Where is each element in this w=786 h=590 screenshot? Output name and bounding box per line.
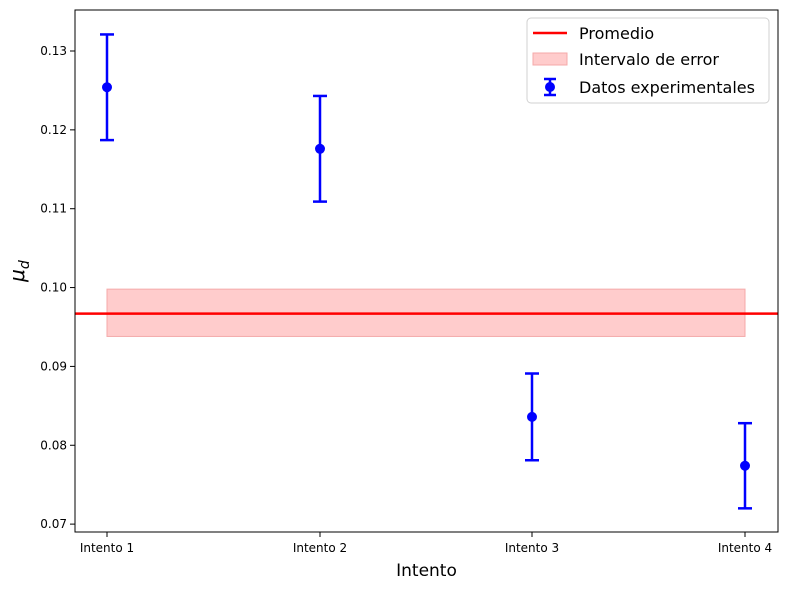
y-tick-label: 0.12	[40, 123, 67, 137]
y-axis-symbol: μ	[5, 269, 29, 283]
y-tick-label: 0.11	[40, 202, 67, 216]
legend-band-swatch	[532, 52, 568, 66]
y-axis-subscript: d	[17, 260, 33, 269]
x-tick-label: Intento 3	[505, 541, 559, 555]
x-tick-label: Intento 1	[80, 541, 134, 555]
legend-label-average: Promedio	[579, 24, 654, 43]
data-point	[740, 460, 750, 471]
y-tick-label: 0.09	[40, 359, 67, 373]
x-tick-label: Intento 4	[718, 541, 772, 555]
data-point-group	[738, 421, 752, 510]
legend-label-data: Datos experimentales	[579, 78, 755, 97]
y-axis-title: μd	[5, 260, 33, 283]
data-point	[315, 143, 325, 154]
plot-frame	[74, 9, 779, 533]
data-point	[527, 411, 537, 422]
data-point-group	[525, 372, 539, 462]
y-tick-label: 0.10	[40, 281, 67, 295]
data-point-group	[100, 33, 114, 142]
y-tick-label: 0.08	[40, 438, 67, 452]
data-point-group	[313, 94, 327, 203]
data-point	[102, 82, 112, 93]
x-axis-title: Intento	[396, 561, 457, 581]
y-tick-label: 0.13	[40, 44, 67, 58]
y-tick-label: 0.07	[40, 517, 67, 531]
legend-data-swatch	[545, 82, 555, 92]
legend-box	[526, 17, 770, 104]
x-tick-label: Intento 2	[293, 541, 347, 555]
legend-label-band: Intervalo de error	[579, 50, 719, 69]
